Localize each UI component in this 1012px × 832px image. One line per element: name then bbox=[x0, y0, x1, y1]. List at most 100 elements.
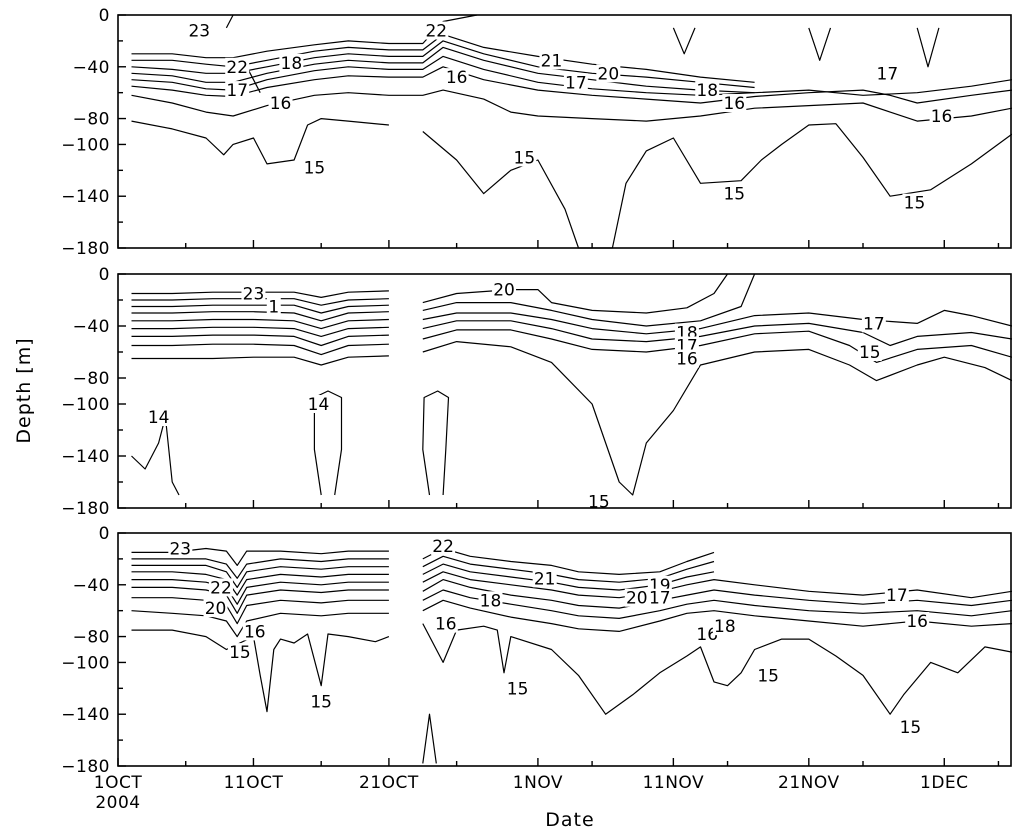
contour-label: 17 bbox=[226, 81, 248, 101]
contour-label: 16 bbox=[270, 94, 292, 114]
contour-label-bg bbox=[902, 193, 927, 212]
y-tick-label: −180 bbox=[61, 757, 110, 777]
contour-label-bg bbox=[563, 73, 588, 92]
contour-label-bg bbox=[898, 718, 923, 737]
year-label: 2004 bbox=[95, 793, 140, 813]
contour-label-bg bbox=[203, 599, 228, 618]
contour-label-bg bbox=[225, 81, 250, 100]
contour-label: 15 bbox=[900, 718, 922, 738]
panel-frame bbox=[117, 532, 1012, 767]
contour-label: 20 bbox=[626, 589, 648, 609]
contour-label-bg bbox=[478, 591, 503, 610]
x-axis-title: Date bbox=[545, 809, 594, 831]
contour-label: 16 bbox=[446, 68, 468, 88]
contour-label-bg bbox=[266, 297, 281, 316]
y-tick-label: −180 bbox=[61, 239, 110, 259]
contour-label: 17 bbox=[649, 589, 671, 609]
y-tick-label: −180 bbox=[61, 499, 110, 519]
contour-line-20 bbox=[422, 273, 728, 314]
contour-label-bg bbox=[306, 395, 331, 413]
x-tick-label: 11OCT bbox=[224, 773, 284, 793]
contour-label: 22 bbox=[432, 537, 454, 557]
contour-label-bg bbox=[227, 643, 252, 662]
y-tick-label: −140 bbox=[61, 447, 110, 467]
y-tick-label: −80 bbox=[73, 628, 110, 648]
y-tick-label: −40 bbox=[73, 317, 110, 337]
contour-line-22 bbox=[422, 547, 715, 575]
contour-line-16 bbox=[131, 610, 389, 638]
x-tick-label: 11NOV bbox=[643, 773, 705, 793]
contour-line-19 bbox=[131, 579, 389, 605]
contour-line-15 bbox=[422, 341, 1012, 496]
contour-label: 14 bbox=[308, 395, 330, 415]
contour-label: 15 bbox=[904, 194, 926, 214]
contour-line-15 bbox=[422, 123, 1012, 249]
y-tick-label: −80 bbox=[73, 110, 110, 130]
contour-label: 22 bbox=[210, 578, 232, 598]
contour-label: 16 bbox=[931, 107, 953, 127]
contour-line-16 bbox=[422, 329, 1012, 363]
contour-label-bg bbox=[241, 284, 266, 303]
x-tick-label: 1NOV bbox=[513, 773, 563, 793]
contour-label: 16 bbox=[676, 350, 698, 370]
contour-line-14 bbox=[313, 390, 343, 496]
x-tick-label: 1DEC bbox=[920, 773, 969, 793]
contour-label: 15 bbox=[304, 159, 326, 179]
contour-label: 22 bbox=[226, 58, 248, 78]
contour-label: 20 bbox=[493, 281, 515, 301]
contour-line-15 bbox=[131, 355, 389, 366]
x-tick-label: 21NOV bbox=[778, 773, 840, 793]
contour-line-22 bbox=[672, 27, 696, 55]
contour-label: 18 bbox=[696, 81, 718, 101]
contour-line-18 bbox=[131, 586, 389, 614]
contour-line-17 bbox=[131, 334, 389, 347]
contour-line-14 bbox=[422, 390, 450, 496]
contour-label: 17 bbox=[565, 73, 587, 93]
contour-label: 18 bbox=[281, 54, 303, 74]
contour-label-bg bbox=[242, 622, 267, 641]
contour-label: 15 bbox=[229, 643, 251, 663]
contour-label: 23 bbox=[169, 540, 191, 560]
contour-line-15 bbox=[131, 629, 390, 713]
contour-label-bg bbox=[505, 679, 530, 698]
contour-label: 21 bbox=[541, 51, 563, 71]
contour-label-bg bbox=[431, 536, 456, 555]
contour-label-bg bbox=[712, 617, 737, 636]
contour-label-bg bbox=[884, 586, 909, 605]
contour-line-17 bbox=[131, 597, 389, 625]
y-tick-label: −80 bbox=[73, 369, 110, 389]
y-tick-label: −100 bbox=[61, 395, 110, 415]
panel-3: 0−40−80−100−140−180232220161515222118162… bbox=[61, 524, 1012, 777]
y-tick-label: −140 bbox=[61, 705, 110, 725]
contour-label: 23 bbox=[243, 285, 265, 305]
contour-label: 20 bbox=[205, 599, 227, 619]
panel-frame bbox=[117, 14, 1012, 249]
contour-label: 17 bbox=[863, 314, 885, 334]
y-tick-label: −140 bbox=[61, 187, 110, 207]
contour-line-15 bbox=[422, 623, 1012, 715]
contour-line-18 bbox=[422, 309, 1012, 335]
y-axis-title: Depth [m] bbox=[13, 337, 35, 443]
contour-line-17 bbox=[422, 320, 1012, 347]
contour-label-bg bbox=[861, 314, 886, 333]
contour-line-23 bbox=[131, 290, 389, 298]
contour-line-19 bbox=[422, 571, 1012, 599]
contour-label: 15 bbox=[588, 493, 610, 513]
contour-line-21 bbox=[131, 564, 389, 588]
contour-label-bg bbox=[532, 569, 557, 588]
contour-label: 21 bbox=[534, 569, 556, 589]
contour-label-bg bbox=[695, 81, 720, 100]
contour-line-14 bbox=[131, 416, 180, 496]
contour-line-22 bbox=[808, 27, 832, 61]
contour-label-bg bbox=[302, 158, 327, 177]
contour-line-19 bbox=[131, 318, 389, 330]
contour-line-22 bbox=[225, 14, 234, 29]
contour-label-bg bbox=[309, 692, 334, 711]
contour-label: 15 bbox=[507, 679, 529, 699]
contour-label-bg bbox=[225, 57, 250, 76]
contour-label-bg bbox=[492, 280, 517, 299]
contour-label: 16 bbox=[244, 622, 266, 642]
contour-line-20 bbox=[131, 46, 755, 94]
contour-label: 14 bbox=[148, 408, 170, 428]
